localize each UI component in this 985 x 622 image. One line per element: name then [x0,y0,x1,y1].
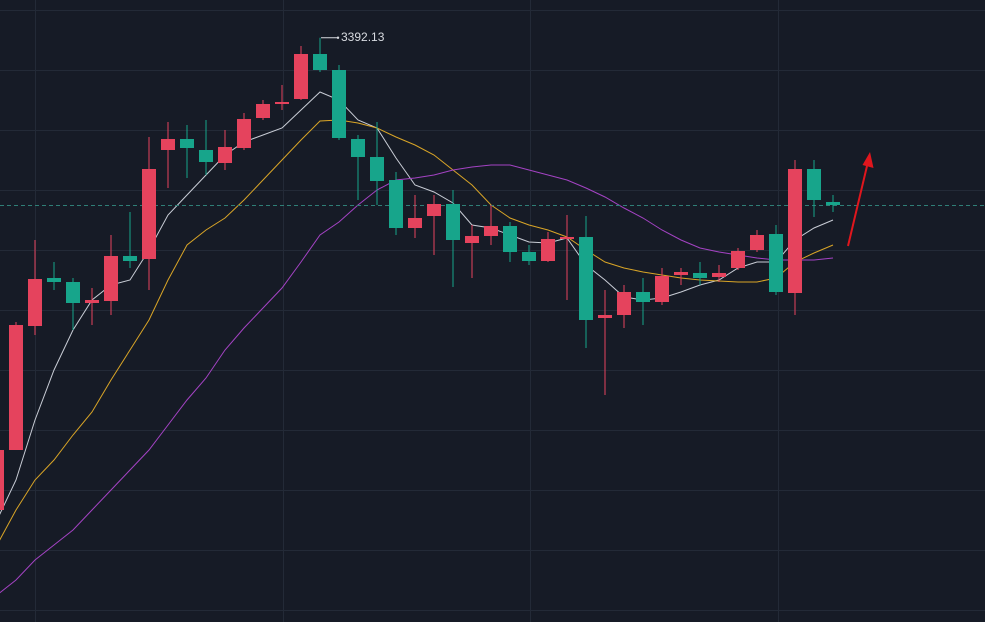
candle-body [655,276,669,302]
candle-body [370,157,384,181]
candle-body [85,300,99,303]
ma-line [0,164,834,594]
ma-line [0,91,834,515]
candle-body [427,204,441,216]
candle-body [788,169,802,293]
candle-body [218,147,232,163]
candle-body [199,150,213,162]
candle-body [256,104,270,118]
max-label: 3392.13 [341,30,385,44]
arrow-annotation [847,152,874,247]
candle-body [0,450,4,510]
max-dot [336,36,340,39]
candle-body [636,292,650,302]
candle-body [180,139,194,148]
candle-body [750,235,764,250]
candle-body [389,180,403,228]
ma-line [0,119,834,541]
candle-body [161,139,175,150]
candle-body [9,325,23,450]
arrow-head [862,152,874,168]
candle-body [332,70,346,138]
candle-body [104,256,118,301]
candle-body [674,272,688,275]
candle-body [237,119,251,148]
candle-body [351,139,365,157]
candle-body [731,251,745,268]
candle-body [693,273,707,278]
candle-body [446,204,460,240]
arrow-shaft [847,165,868,247]
candle-body [313,54,327,70]
plot: 3392.13 [0,10,985,611]
candle-body [142,169,156,259]
candle-body [123,256,137,261]
candle-body [598,315,612,318]
candle-body [294,54,308,99]
candle-body [579,237,593,320]
candle-body [560,237,574,239]
candle-body [408,218,422,228]
candle-body [47,278,61,282]
candle-body [28,279,42,326]
candle-body [275,102,289,104]
candle-body [826,202,840,205]
candle-body [522,252,536,261]
candle-body [617,292,631,315]
candle-body [66,282,80,303]
candle-body [503,226,517,252]
candle-body [712,273,726,277]
candle-body [465,236,479,243]
candle-body [769,234,783,292]
candle-body [541,239,555,261]
candle-body [807,169,821,200]
candle-body [484,226,498,236]
